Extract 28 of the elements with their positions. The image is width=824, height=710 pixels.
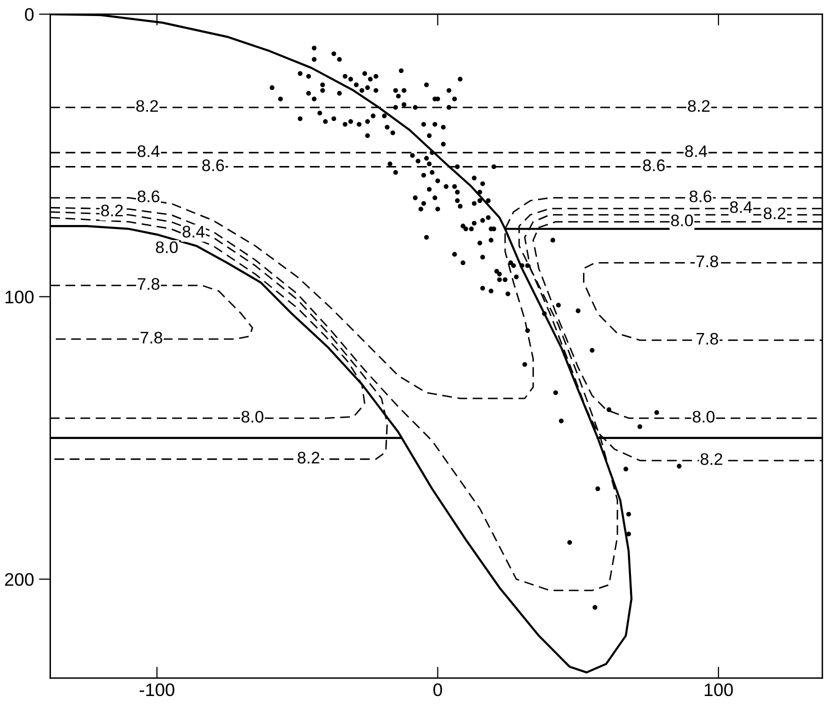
annotation: 8.6 (643, 159, 665, 172)
annotation: 8.2 (298, 452, 320, 464)
annotation: 8.4 (685, 145, 708, 158)
annotation: 8.6 (138, 190, 160, 202)
annotation: 8.0 (242, 410, 264, 423)
annotation: 7.8 (138, 278, 160, 290)
annotation: 8.2 (700, 453, 722, 466)
y-tick-label: 100 (6, 290, 34, 304)
annotation: 8.2 (136, 100, 158, 112)
annotation: 8.0 (671, 214, 693, 226)
annotation: 8.2 (101, 204, 123, 216)
annotation: 7.8 (696, 332, 718, 345)
annotation: 8.6 (202, 159, 224, 172)
annotation: 8.6 (690, 190, 712, 202)
annotation: 7.8 (140, 332, 162, 344)
annotation: 8.2 (764, 207, 786, 220)
annotation: 8.4 (138, 145, 160, 158)
annotation: 8.0 (692, 410, 715, 423)
annotation: 8.4 (730, 201, 752, 214)
annotation: 8.4 (182, 226, 205, 238)
y-tick-label: 0 (24, 8, 34, 21)
annotation: 8.0 (156, 241, 178, 254)
x-tick-label: 0 (433, 683, 442, 696)
x-tick-label: -100 (140, 683, 174, 696)
annotation: 8.2 (688, 100, 710, 112)
x-tick-label: 100 (704, 683, 733, 696)
annotation: 7.8 (696, 255, 718, 268)
y-tick-label: 200 (5, 573, 34, 586)
